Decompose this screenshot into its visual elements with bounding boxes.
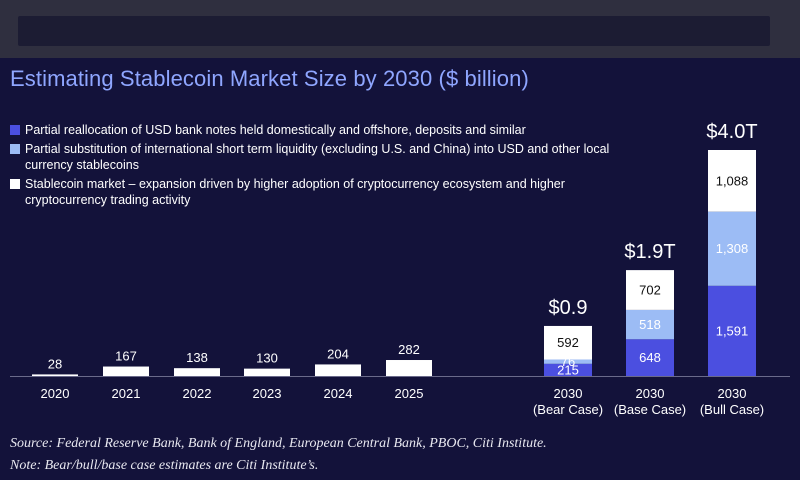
bar-2030-bull-crypto-adoption xyxy=(708,150,756,212)
legend-swatch-crypto-adoption xyxy=(10,179,20,189)
bar-2030-bear-liquidity xyxy=(544,359,592,364)
x-subtick-2030-bull: (Bull Case) xyxy=(700,402,764,417)
x-tick-2021: 2021 xyxy=(112,386,141,401)
total-label-2030-base: $1.9T xyxy=(624,241,675,263)
bar-2030-bull-bank-notes xyxy=(708,285,756,376)
legend-item-bank-notes: Partial reallocation of USD bank notes h… xyxy=(10,122,610,138)
bar-2030-base-bank-notes xyxy=(626,339,674,376)
x-tick-2025: 2025 xyxy=(395,386,424,401)
bar-2030-bear-crypto-adoption xyxy=(544,325,592,360)
bar-2023 xyxy=(244,368,290,376)
x-tick-2023: 2023 xyxy=(253,386,282,401)
value-label-2030-bear-bank-notes: 215 xyxy=(557,362,579,377)
x-tick-2022: 2022 xyxy=(183,386,212,401)
value-label-2030-bear-crypto-adoption: 592 xyxy=(557,335,579,350)
x-tick-2024: 2024 xyxy=(324,386,353,401)
value-label-2030-base-crypto-adoption: 702 xyxy=(639,283,661,298)
legend-swatch-bank-notes xyxy=(10,125,20,135)
legend-swatch-liquidity xyxy=(10,144,20,154)
x-tick-2030-bull: 2030 xyxy=(718,386,747,401)
x-subtick-2030-base: (Base Case) xyxy=(614,402,686,417)
value-label-2020: 28 xyxy=(48,356,62,371)
bar-2021 xyxy=(103,366,149,376)
total-label-2030-bull: $4.0T xyxy=(706,121,757,143)
value-label-2025: 282 xyxy=(398,342,420,357)
value-label-2030-bull-liquidity: 1,308 xyxy=(716,241,749,256)
x-tick-2030-base: 2030 xyxy=(636,386,665,401)
x-subtick-2030-bear: (Bear Case) xyxy=(533,402,603,417)
chart-panel xyxy=(0,58,800,480)
chart-title: Estimating Stablecoin Market Size by 203… xyxy=(10,66,529,91)
value-label-2022: 138 xyxy=(186,350,208,365)
total-label-2030-bear: $0.9 xyxy=(549,297,588,319)
bar-2030-bear-bank-notes xyxy=(544,363,592,376)
blurred-header-bar xyxy=(18,16,770,46)
bar-2030-base-crypto-adoption xyxy=(626,270,674,310)
bar-2024 xyxy=(315,364,361,376)
value-label-2030-base-liquidity: 518 xyxy=(639,317,661,332)
footnote: Note: Bear/bull/base case estimates are … xyxy=(10,458,319,473)
x-tick-2030-bear: 2030 xyxy=(554,386,583,401)
bar-2022 xyxy=(174,368,220,376)
value-label-2021: 167 xyxy=(115,349,137,364)
value-label-2024: 204 xyxy=(327,346,349,361)
legend: Partial reallocation of USD bank notes h… xyxy=(10,122,610,211)
top-banner xyxy=(0,0,800,58)
value-label-2030-bull-crypto-adoption: 1,088 xyxy=(716,173,749,188)
bar-2030-base-liquidity xyxy=(626,309,674,340)
value-label-2030-base-bank-notes: 648 xyxy=(639,350,661,365)
x-tick-2020: 2020 xyxy=(41,386,70,401)
legend-label-bank-notes: Partial reallocation of USD bank notes h… xyxy=(25,123,526,137)
value-label-2023: 130 xyxy=(256,351,278,366)
legend-label-crypto-adoption: Stablecoin market – expansion driven by … xyxy=(25,177,565,207)
bar-2020 xyxy=(32,374,78,376)
value-label-2030-bull-bank-notes: 1,591 xyxy=(716,323,749,338)
bar-2030-bull-liquidity xyxy=(708,211,756,286)
bar-2025 xyxy=(386,360,432,376)
source-note: Source: Federal Reserve Bank, Bank of En… xyxy=(10,436,547,451)
legend-item-crypto-adoption: Stablecoin market – expansion driven by … xyxy=(10,176,610,208)
legend-label-liquidity: Partial substitution of international sh… xyxy=(25,142,610,172)
legend-item-liquidity: Partial substitution of international sh… xyxy=(10,141,610,173)
